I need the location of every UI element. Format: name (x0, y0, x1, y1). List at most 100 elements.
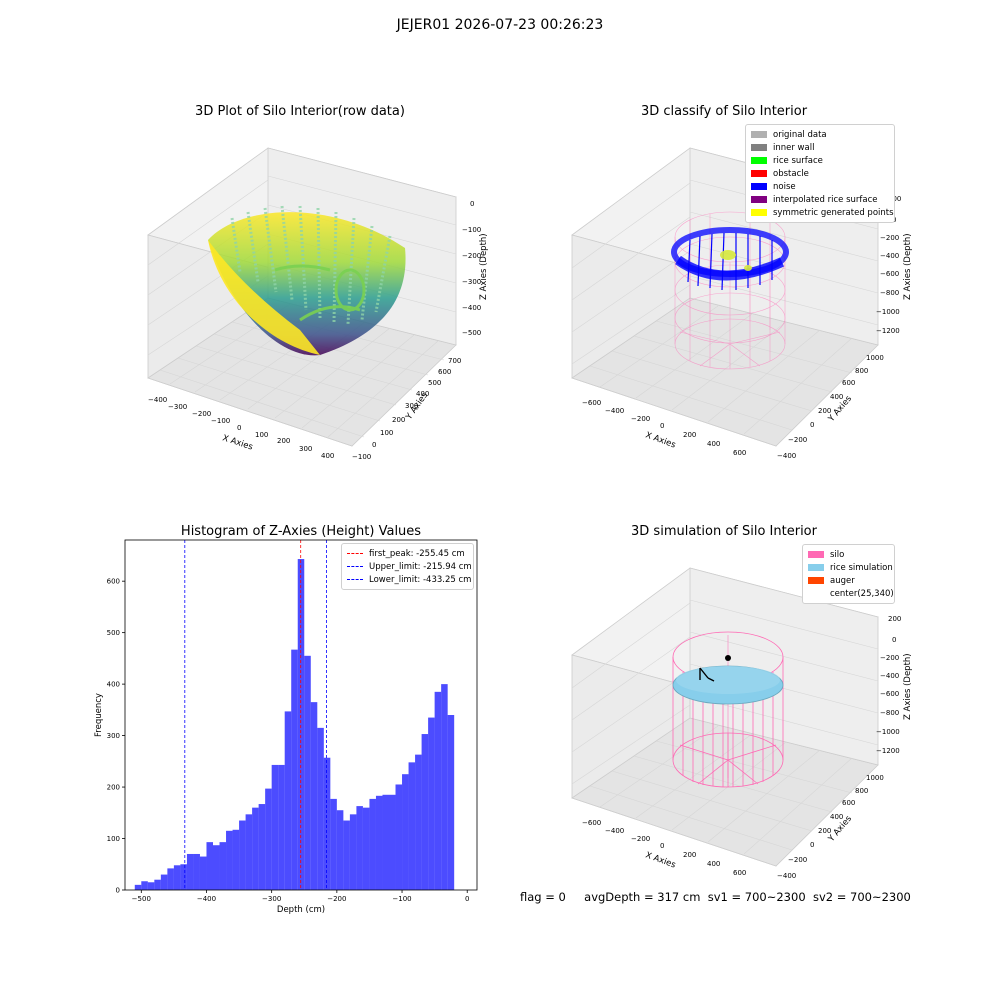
histogram-bar (147, 882, 155, 890)
legend-item: rice simulation (808, 561, 893, 574)
legend-swatch (808, 590, 824, 597)
plot4-title: 3D simulation of Silo Interior (631, 524, 817, 539)
histogram-bar (252, 807, 259, 890)
legend-item: interpolated rice surface (751, 193, 889, 206)
plot2-ztick: −1200 (876, 327, 900, 335)
legend-item: Lower_limit: -433.25 cm (347, 573, 472, 586)
histogram-bar (258, 804, 266, 890)
plot4-ztick: −800 (880, 709, 899, 717)
histogram-chart: −500 −400 −300 −200 −100 0 0 100 200 300 400 500 60… (94, 539, 478, 915)
legend-swatch (751, 170, 767, 177)
histogram-bar (199, 856, 207, 890)
plot2-ztick: −800 (880, 289, 899, 297)
histogram-bar (389, 794, 396, 890)
plot1-xlabel: X Axies (221, 433, 254, 452)
plot2-zlabel: Z Axies (Depth) (903, 233, 913, 300)
plot4-xtick: 0 (660, 842, 664, 850)
legend-label: noise (773, 181, 796, 192)
histogram-bar (297, 559, 305, 890)
plot4-ztick: −200 (880, 654, 899, 662)
plot1-xtick: −100 (211, 417, 230, 425)
plot1-xtick: −300 (168, 403, 187, 411)
legend-label: Lower_limit: -433.25 cm (369, 574, 472, 585)
histogram-bar (343, 820, 350, 890)
legend-label: silo (830, 549, 845, 560)
legend-line (347, 566, 363, 567)
plot2-ytick: −400 (777, 452, 796, 460)
x-tick-label: 0 (465, 895, 469, 903)
histogram-bar (278, 764, 285, 890)
legend-item: first_peak: -255.45 cm (347, 547, 468, 560)
histogram-bar (226, 830, 233, 890)
y-tick-label: 600 (107, 578, 120, 586)
legend-label: obstacle (773, 168, 809, 179)
y-tick-label: 500 (107, 629, 120, 637)
histogram-bar (186, 853, 194, 890)
legend-item: rice surface (751, 154, 889, 167)
plot1-ytick: 300 (405, 402, 418, 410)
legend-label: Upper_limit: -215.94 cm (369, 561, 472, 572)
histogram-bar (167, 868, 174, 890)
legend-line (347, 579, 363, 580)
plot2-ytick: 1000 (866, 354, 884, 362)
histogram-bar (239, 820, 246, 890)
plot2-ytick: 200 (818, 407, 831, 415)
plot1-ztick: −200 (462, 252, 481, 260)
y-tick-label: 100 (107, 835, 120, 843)
plot4-ztick: −400 (880, 672, 899, 680)
histogram-bar (219, 842, 227, 890)
plot2-xtick: −400 (605, 407, 624, 415)
legend-label: first_peak: -255.45 cm (369, 548, 465, 559)
histogram-bar (141, 881, 148, 890)
plot4-legend: silo rice simulation auger center(25,340… (802, 544, 895, 604)
plot4-ztick: 0 (892, 636, 896, 644)
histogram-bar (134, 884, 142, 890)
histogram-bar (304, 655, 311, 890)
plot4-ytick: 800 (855, 787, 868, 795)
histogram-bar (213, 845, 220, 890)
sv2-text: sv2 = 700~2300 (812, 890, 911, 904)
x-tick-label: −300 (262, 895, 281, 903)
plot4-ytick: 1000 (866, 774, 884, 782)
histogram-bar (265, 788, 272, 890)
histogram-bar (415, 754, 422, 890)
x-ticks: −500 −400 −300 −200 −100 0 (132, 890, 469, 903)
plot2-xtick: −200 (631, 415, 650, 423)
plot1-ytick: 500 (428, 379, 441, 387)
legend-item: silo (808, 548, 889, 561)
histogram-bar (291, 649, 298, 890)
histogram-ylabel: Frequency (94, 693, 104, 737)
legend-item: auger (808, 574, 889, 587)
histogram-bar (206, 842, 213, 890)
plot1-ztick: 0 (470, 200, 474, 208)
legend-swatch (751, 209, 767, 216)
figure-title: JEJER01 2026-07-23 00:26:23 (396, 17, 604, 33)
plot4-xtick: 600 (733, 869, 746, 877)
histogram-bar (330, 798, 337, 890)
legend-swatch (751, 144, 767, 151)
plot1-ztick: −100 (462, 226, 481, 234)
plot2-ytick: 0 (810, 421, 814, 429)
plot2-ztick: −400 (880, 252, 899, 260)
plot1-xtick: 400 (321, 452, 334, 460)
legend-item: noise (751, 180, 889, 193)
plot1-ytick: 700 (448, 357, 461, 365)
histogram-bar (336, 810, 344, 890)
plot1-xtick: 0 (237, 424, 241, 432)
plot1-ztick: −500 (462, 329, 481, 337)
histogram-bar (395, 784, 403, 890)
plot1-xtick: 100 (255, 431, 268, 439)
histogram-bar (349, 814, 357, 890)
histogram-bar (408, 762, 416, 890)
legend-label: inner wall (773, 142, 815, 153)
plot1-ytick: 400 (416, 390, 429, 398)
histogram-bar (232, 829, 240, 890)
y-tick-label: 200 (107, 784, 120, 792)
histogram-legend: first_peak: -255.45 cm Upper_limit: -215… (341, 543, 474, 590)
plot4-ytick: 600 (842, 799, 855, 807)
histogram-bar (245, 814, 253, 890)
legend-swatch (751, 196, 767, 203)
plot4-xtick: −400 (605, 827, 624, 835)
plot4-xtick: 200 (683, 851, 696, 859)
x-tick-label: −200 (327, 895, 346, 903)
